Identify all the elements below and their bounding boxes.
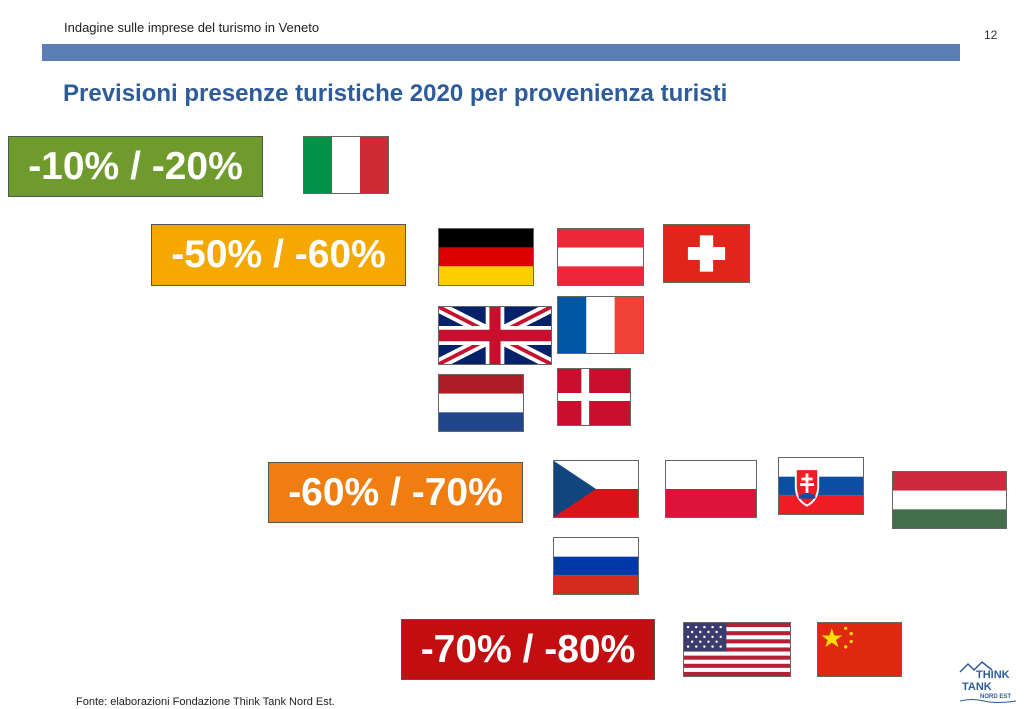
switzerland-flag-icon [663,224,750,283]
usa-flag-icon [683,622,791,677]
logo-line1: THINK [976,669,1010,681]
header-subtitle: Indagine sulle imprese del turismo in Ve… [64,20,320,35]
page-title: Previsioni presenze turistiche 2020 per … [63,80,728,107]
header-bar [42,44,960,61]
source-note: Fonte: elaborazioni Fondazione Think Tan… [76,696,335,708]
band-label-50-60: -50% / -60% [151,224,406,286]
band-label-10-20: -10% / -20% [8,136,263,197]
think-tank-logo: THINK TANK NORD EST [956,660,1020,704]
slovakia-flag-icon [778,457,864,515]
band-label-60-70: -60% / -70% [268,462,523,523]
russia-flag-icon [553,537,639,595]
czech-flag-icon [553,460,639,518]
logo-line2: TANK [962,681,992,693]
hungary-flag-icon [892,471,1007,529]
italy-flag-icon [303,136,389,194]
poland-flag-icon [665,460,757,518]
uk-flag-icon [438,306,552,365]
china-flag-icon [817,622,902,677]
austria-flag-icon [557,228,644,286]
band-label-70-80: -70% / -80% [401,619,655,680]
germany-flag-icon [438,228,534,286]
france-flag-icon [557,296,644,354]
page-number: 12 [984,28,998,42]
denmark-flag-icon [557,368,631,426]
logo-line3: NORD EST [980,694,1011,700]
netherlands-flag-icon [438,374,524,432]
